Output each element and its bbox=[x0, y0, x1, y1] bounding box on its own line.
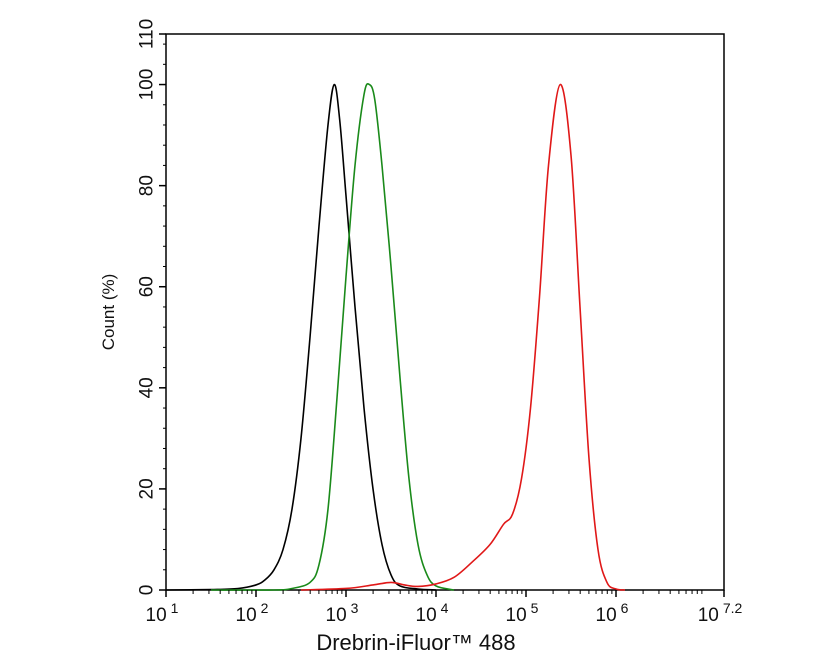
x-tick-label: 10 3 bbox=[326, 600, 359, 626]
x-tick-label: 10 4 bbox=[416, 600, 449, 626]
y-tick-label: 0 bbox=[137, 585, 158, 596]
plot-frame bbox=[165, 33, 725, 591]
x-tick-label: 10 7.2 bbox=[698, 600, 743, 626]
histogram-curves bbox=[165, 83, 626, 591]
y-tick-label: 40 bbox=[137, 377, 158, 398]
y-axis: 0 20 40 60 80 100 110 bbox=[137, 19, 166, 595]
histogram-series-1 bbox=[210, 83, 455, 591]
x-tick-label: 10 1 bbox=[146, 600, 179, 626]
x-tick-label: 10 6 bbox=[596, 600, 629, 626]
x-axis: 10 1 10 2 10 3 10 4 10 5 10 6 10 7.2 bbox=[146, 590, 743, 626]
y-tick-label: 100 bbox=[137, 69, 158, 101]
x-axis-title: Drebrin-iFluor™ 488 bbox=[316, 630, 515, 655]
x-tick-label: 10 5 bbox=[506, 600, 539, 626]
x-tick-label: 10 2 bbox=[236, 600, 269, 626]
histogram-series-0 bbox=[165, 83, 437, 591]
y-tick-label: 60 bbox=[137, 276, 158, 297]
y-tick-label: 110 bbox=[137, 19, 158, 49]
histogram-series-2 bbox=[300, 83, 626, 591]
y-axis-title: Count (%) bbox=[99, 274, 118, 351]
y-tick-label: 80 bbox=[137, 175, 158, 196]
y-tick-label: 20 bbox=[137, 478, 158, 499]
